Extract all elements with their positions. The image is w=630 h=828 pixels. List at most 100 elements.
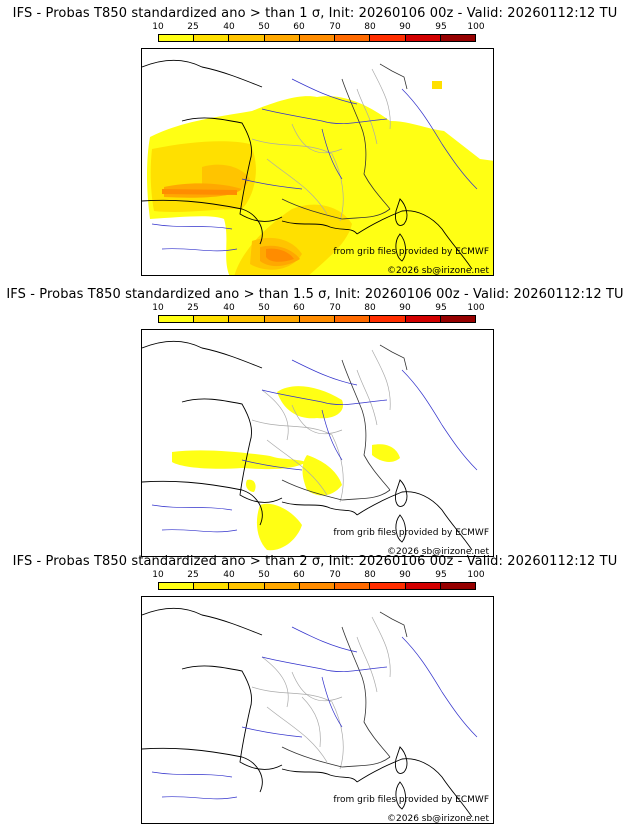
legend-swatch bbox=[194, 583, 230, 589]
coastlines bbox=[142, 607, 473, 818]
legend-swatch bbox=[229, 35, 265, 41]
legend-swatch bbox=[299, 583, 336, 589]
prob-area-10 bbox=[256, 503, 302, 551]
legend-swatch bbox=[370, 583, 406, 589]
legend-swatch bbox=[405, 316, 441, 322]
legend-label: 60 bbox=[293, 22, 305, 32]
legend-label: 50 bbox=[258, 22, 270, 32]
legend-label: 80 bbox=[364, 22, 376, 32]
legend-label: 50 bbox=[258, 303, 270, 313]
probability-map: from grib files provided by ECMWF ©2026 … bbox=[141, 329, 494, 557]
legend-swatch bbox=[370, 316, 406, 322]
legend-label: 40 bbox=[223, 303, 235, 313]
probability-map: from grib files provided by ECMWF ©2026 … bbox=[141, 48, 494, 276]
legend-swatch bbox=[264, 35, 300, 41]
legend-swatch bbox=[440, 583, 475, 589]
legend-swatch bbox=[229, 583, 265, 589]
prob-area-10 bbox=[302, 455, 342, 496]
legend-label: 50 bbox=[258, 570, 270, 580]
panel-title: IFS - Probas T850 standardized ano > tha… bbox=[12, 6, 618, 21]
legend-label: 60 bbox=[293, 570, 305, 580]
rivers bbox=[151, 626, 478, 800]
copyright-credit: ©2026 sb@irizone.net bbox=[387, 547, 489, 557]
legend-swatch bbox=[229, 316, 265, 322]
legend-swatch bbox=[370, 35, 406, 41]
legend-swatch bbox=[264, 583, 300, 589]
prob-area-25 bbox=[432, 81, 442, 89]
legend-label: 90 bbox=[399, 22, 411, 32]
prob-area-10 bbox=[277, 386, 344, 419]
legend-label: 90 bbox=[399, 303, 411, 313]
legend-label: 40 bbox=[223, 22, 235, 32]
source-credit: from grib files provided by ECMWF bbox=[333, 528, 489, 538]
legend-swatch bbox=[159, 583, 195, 589]
rivers bbox=[151, 78, 478, 252]
legend-colorbar bbox=[158, 582, 476, 590]
coastlines bbox=[142, 59, 473, 270]
prob-area-10 bbox=[245, 479, 256, 492]
copyright-credit: ©2026 sb@irizone.net bbox=[387, 814, 489, 824]
probability-legend: 10 25 40 50 60 70 80 90 95 100 bbox=[152, 22, 485, 44]
legend-label: 10 bbox=[152, 570, 164, 580]
map-panel-1sigma: IFS - Probas T850 standardized ano > tha… bbox=[0, 0, 630, 276]
legend-label: 70 bbox=[329, 303, 341, 313]
source-credit: from grib files provided by ECMWF bbox=[333, 247, 489, 257]
legend-label: 95 bbox=[435, 303, 447, 313]
prob-area-10 bbox=[372, 444, 400, 462]
legend-label: 60 bbox=[293, 303, 305, 313]
legend-swatch bbox=[405, 583, 441, 589]
legend-label: 80 bbox=[364, 303, 376, 313]
legend-label: 70 bbox=[329, 22, 341, 32]
legend-swatch bbox=[335, 583, 371, 589]
region-borders bbox=[251, 349, 391, 503]
legend-label: 100 bbox=[467, 303, 485, 313]
legend-swatch bbox=[440, 35, 475, 41]
region-borders bbox=[251, 68, 391, 222]
legend-label: 100 bbox=[467, 22, 485, 32]
probability-map: from grib files provided by ECMWF ©2026 … bbox=[141, 596, 494, 824]
legend-swatch bbox=[159, 316, 195, 322]
legend-label: 70 bbox=[329, 570, 341, 580]
prob-area-60 bbox=[266, 248, 294, 262]
legend-swatch bbox=[335, 35, 371, 41]
source-credit: from grib files provided by ECMWF bbox=[333, 795, 489, 805]
legend-swatch bbox=[405, 35, 441, 41]
legend-label: 95 bbox=[435, 570, 447, 580]
legend-label: 25 bbox=[187, 303, 199, 313]
map-panel-2sigma: IFS - Probas T850 standardized ano > tha… bbox=[0, 548, 630, 824]
map-panel-1-5sigma: IFS - Probas T850 standardized ano > tha… bbox=[0, 281, 630, 557]
region-borders bbox=[251, 616, 391, 770]
legend-colorbar bbox=[158, 34, 476, 42]
coastlines bbox=[142, 340, 473, 551]
rivers bbox=[151, 359, 478, 533]
legend-swatch bbox=[264, 316, 300, 322]
legend-label: 25 bbox=[187, 22, 199, 32]
legend-label: 25 bbox=[187, 570, 199, 580]
probability-legend: 10 25 40 50 60 70 80 90 95 100 bbox=[152, 570, 485, 592]
country-borders bbox=[281, 611, 408, 768]
country-borders bbox=[281, 344, 408, 501]
probability-legend: 10 25 40 50 60 70 80 90 95 100 bbox=[152, 303, 485, 325]
probability-shading bbox=[172, 386, 400, 551]
probability-shading bbox=[147, 81, 493, 275]
panel-title: IFS - Probas T850 standardized ano > tha… bbox=[6, 287, 624, 302]
legend-label: 95 bbox=[435, 22, 447, 32]
legend-label: 40 bbox=[223, 570, 235, 580]
legend-label: 100 bbox=[467, 570, 485, 580]
legend-swatch bbox=[335, 316, 371, 322]
prob-area-10 bbox=[147, 96, 493, 275]
prob-area-10 bbox=[172, 450, 307, 470]
legend-swatch bbox=[440, 316, 475, 322]
legend-label: 10 bbox=[152, 22, 164, 32]
legend-label: 80 bbox=[364, 570, 376, 580]
country-borders bbox=[281, 63, 408, 220]
legend-swatch bbox=[194, 316, 230, 322]
legend-swatch bbox=[159, 35, 195, 41]
legend-label: 10 bbox=[152, 303, 164, 313]
legend-label: 90 bbox=[399, 570, 411, 580]
panel-title: IFS - Probas T850 standardized ano > tha… bbox=[12, 554, 618, 569]
legend-colorbar bbox=[158, 315, 476, 323]
copyright-credit: ©2026 sb@irizone.net bbox=[387, 266, 489, 276]
legend-swatch bbox=[299, 35, 336, 41]
legend-swatch bbox=[194, 35, 230, 41]
